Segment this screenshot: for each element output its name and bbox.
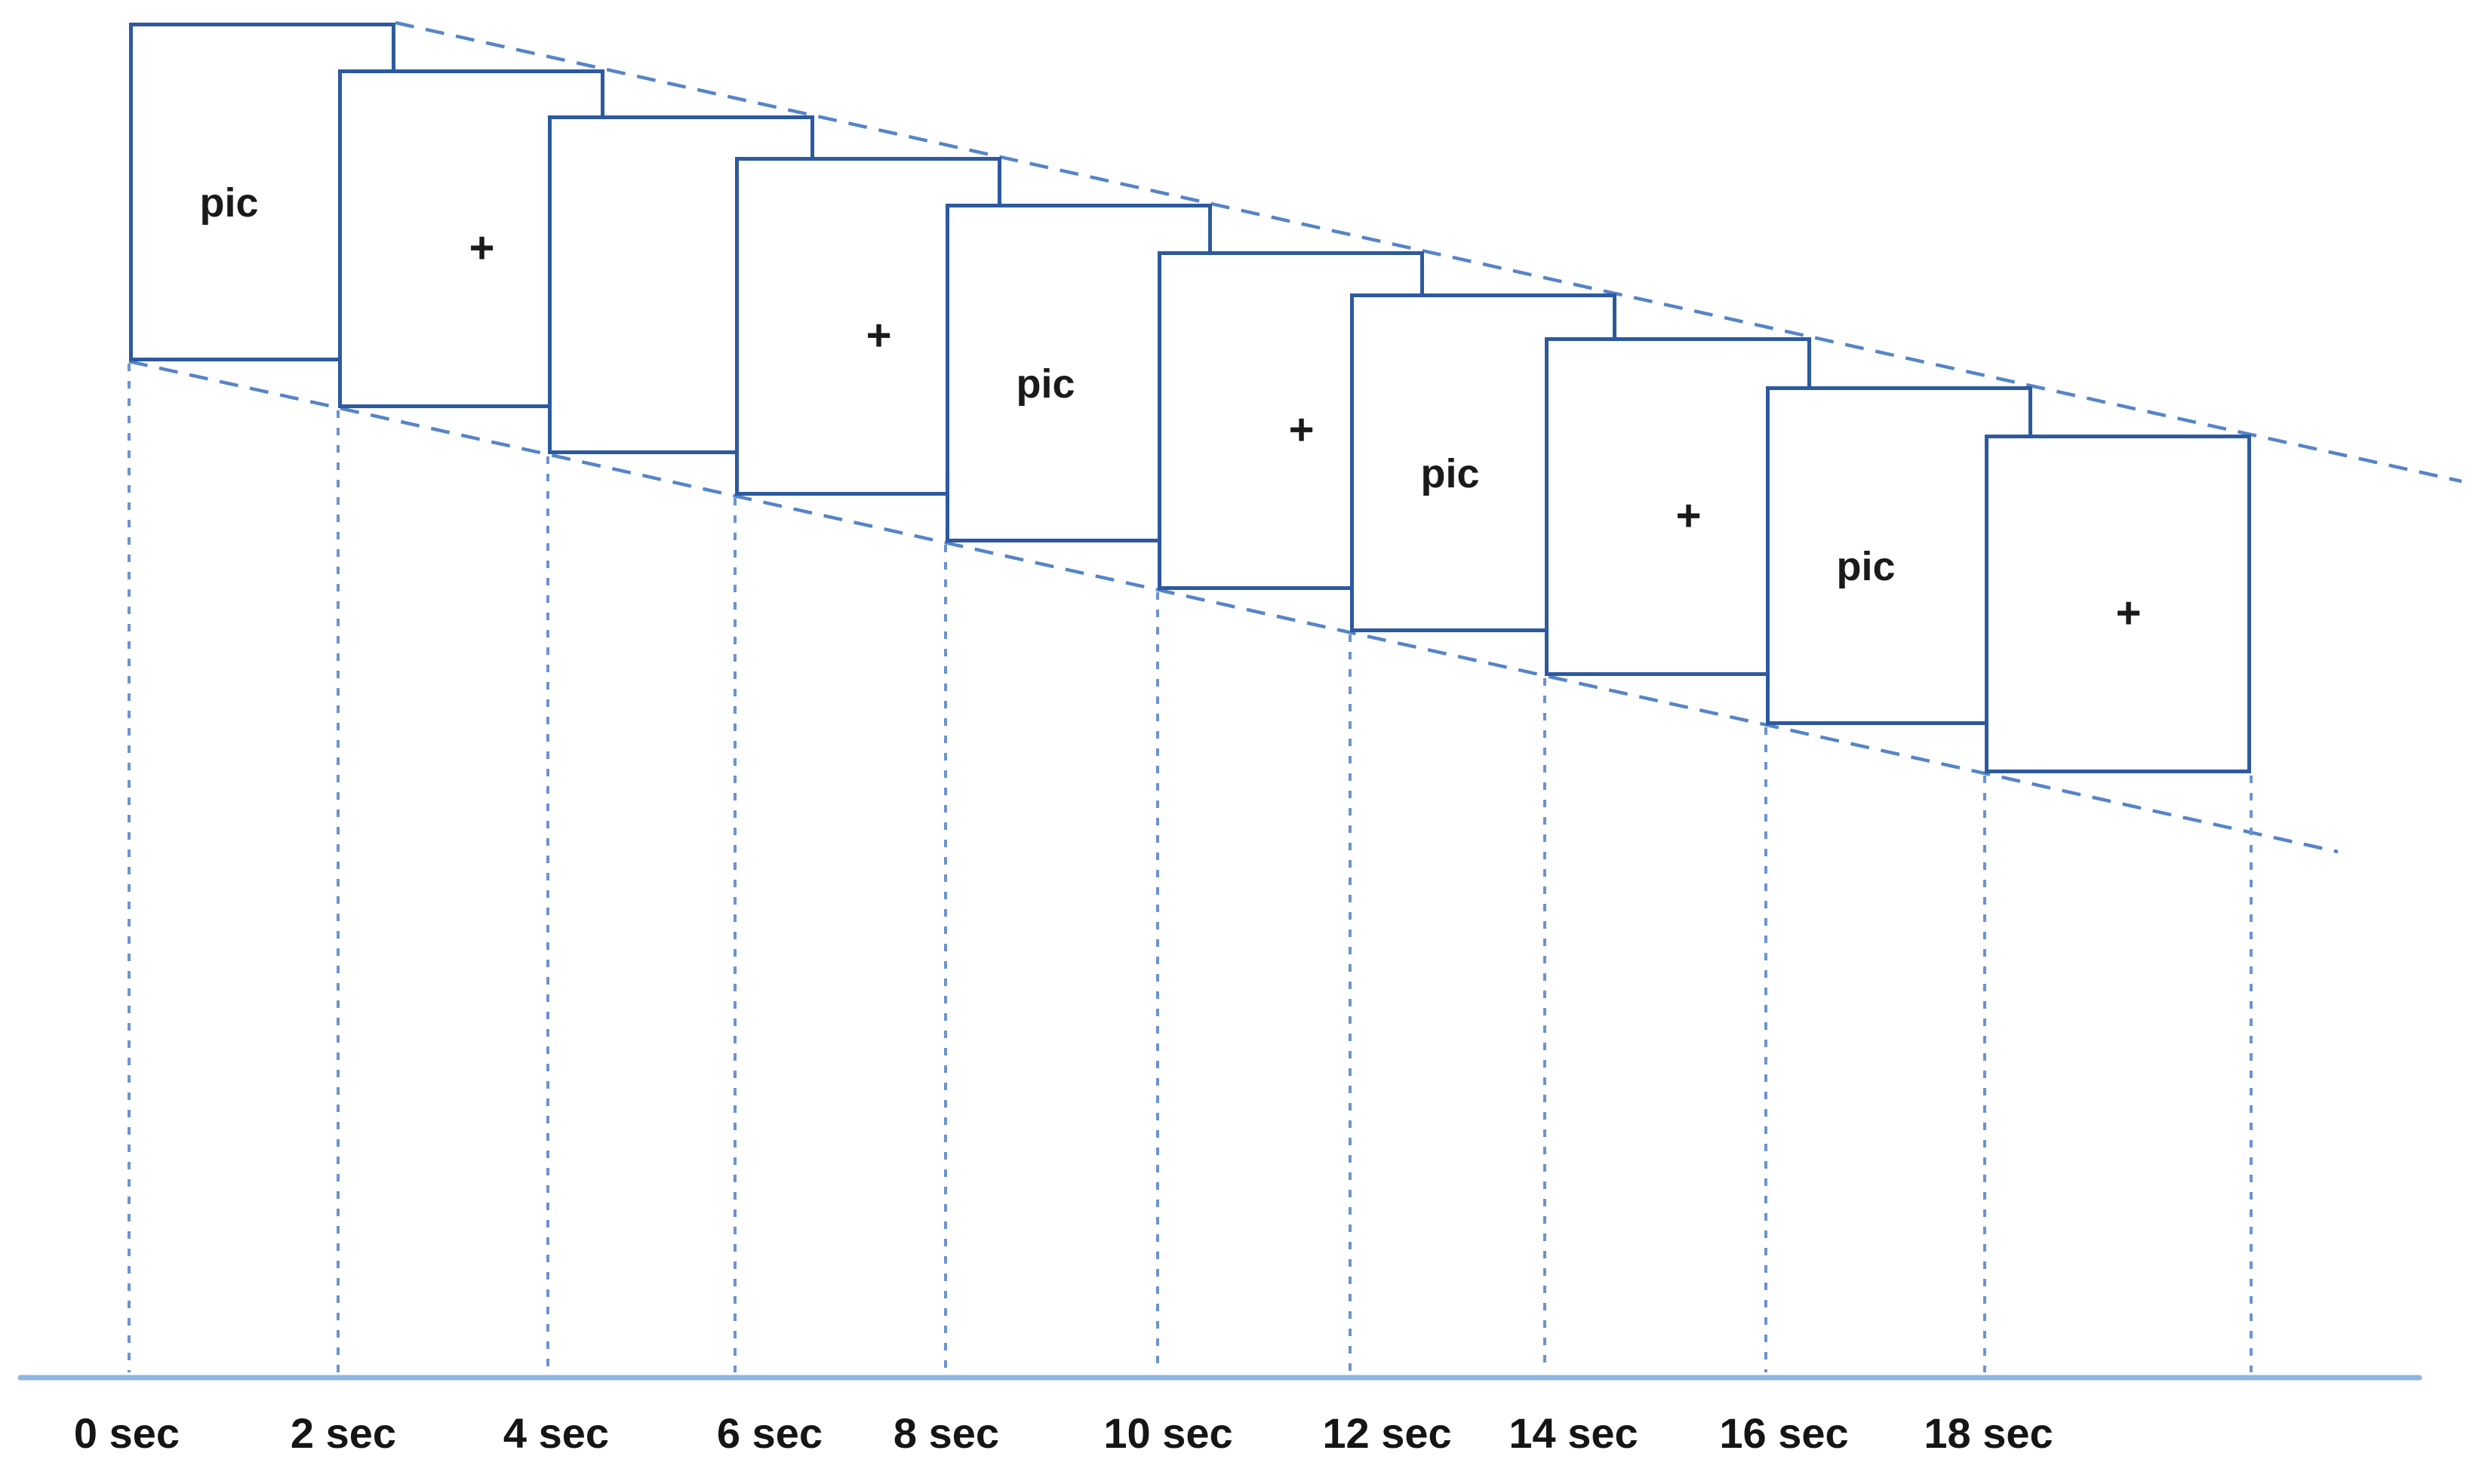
bottom-diagonal-dashed-guide (128, 359, 2339, 854)
stimulus-card-plus: + (1985, 435, 2251, 773)
stimulus-label: pic (199, 180, 259, 226)
time-tick-label: 12 sec (1322, 1409, 1452, 1457)
time-tick-label: 2 sec (290, 1409, 397, 1457)
time-tick-label: 0 sec (73, 1409, 180, 1457)
time-tick-label: 18 sec (1924, 1409, 2053, 1457)
time-tick-label: 4 sec (503, 1409, 610, 1457)
time-tick-label: 6 sec (716, 1409, 823, 1457)
time-tick-label: 14 sec (1509, 1409, 1638, 1457)
stimulus-label: + (469, 223, 495, 272)
stimulus-label: pic (1836, 543, 1896, 589)
top-diagonal-dashed-guide (395, 20, 2462, 484)
stimulus-label: + (2115, 588, 2142, 638)
stimulus-label: pic (1420, 450, 1480, 496)
stimulus-label: + (866, 310, 892, 360)
stimulus-label: + (1288, 404, 1315, 454)
stimulus-label: pic (1016, 361, 1075, 407)
time-tick-label: 16 sec (1719, 1409, 1849, 1457)
time-tick-label: 8 sec (893, 1409, 1000, 1457)
time-tick-label: 10 sec (1103, 1409, 1233, 1457)
stimulus-label: + (1675, 490, 1702, 540)
